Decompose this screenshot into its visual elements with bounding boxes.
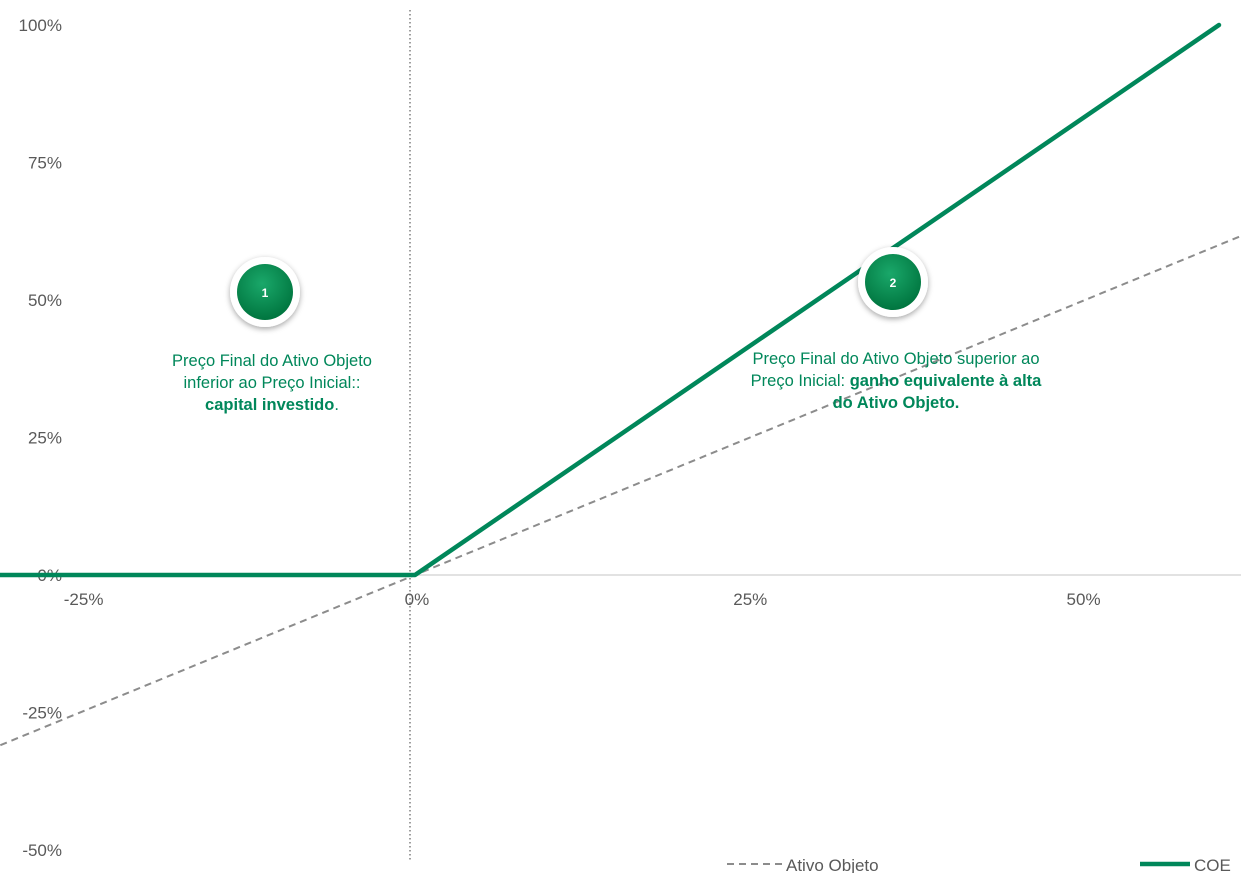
y-tick-label: 50% [28, 291, 62, 310]
y-tick-label: 25% [28, 429, 62, 448]
annotation-line: inferior ao Preço Inicial:: [52, 372, 492, 394]
annotation-line: Preço Inicial: ganho equivalente à alta [676, 370, 1116, 392]
annotation-text: Preço Final do Ativo Objeto superior ao [752, 350, 1040, 368]
x-tick-label: 50% [1067, 590, 1101, 609]
annotation-line: Preço Final do Ativo Objeto [52, 350, 492, 372]
y-tick-label: 100% [19, 16, 62, 35]
y-tick-label: 75% [28, 154, 62, 173]
legend-item-ativo-objeto: Ativo Objeto [727, 856, 879, 873]
badge-circle [865, 254, 921, 310]
series-coe-line [0, 22, 1222, 578]
y-tick-label: -50% [22, 841, 62, 860]
badge-circle [237, 264, 293, 320]
annotation-bold-text: do Ativo Objeto. [832, 394, 960, 412]
series-ativo-objeto-line [0, 234, 1241, 747]
legend-label: Ativo Objeto [786, 856, 879, 873]
annotation-text: inferior ao Preço Inicial:: [183, 374, 361, 392]
annotation-text-2: Preço Final do Ativo Objeto superior ao P… [676, 348, 1116, 414]
badge-number: 2 [890, 276, 897, 290]
annotation-text: Preço Inicial: [750, 372, 850, 390]
annotation-line: capital investido. [52, 394, 492, 416]
x-tick-label: -25% [64, 590, 104, 609]
annotation-line: do Ativo Objeto. [676, 392, 1116, 414]
annotation-bold-text: ganho equivalente à alta [849, 372, 1042, 390]
y-tick-label: -25% [22, 704, 62, 723]
annotation-badge-1: 1 [230, 257, 300, 327]
badge-number: 1 [262, 286, 269, 300]
annotation-badge-2: 2 [858, 247, 928, 317]
x-tick-label: 0% [405, 590, 430, 609]
annotation-text: . [334, 396, 339, 414]
annotation-bold-text: capital investido [205, 396, 335, 414]
legend-item-coe: COE [1140, 856, 1231, 873]
annotation-line: Preço Final do Ativo Objeto superior ao [676, 348, 1116, 370]
annotation-text-1: Preço Final do Ativo Objeto inferior ao P… [52, 350, 492, 416]
x-tick-label: 25% [733, 590, 767, 609]
legend-label: COE [1194, 856, 1231, 873]
annotation-text: Preço Final do Ativo Objeto [172, 352, 372, 370]
